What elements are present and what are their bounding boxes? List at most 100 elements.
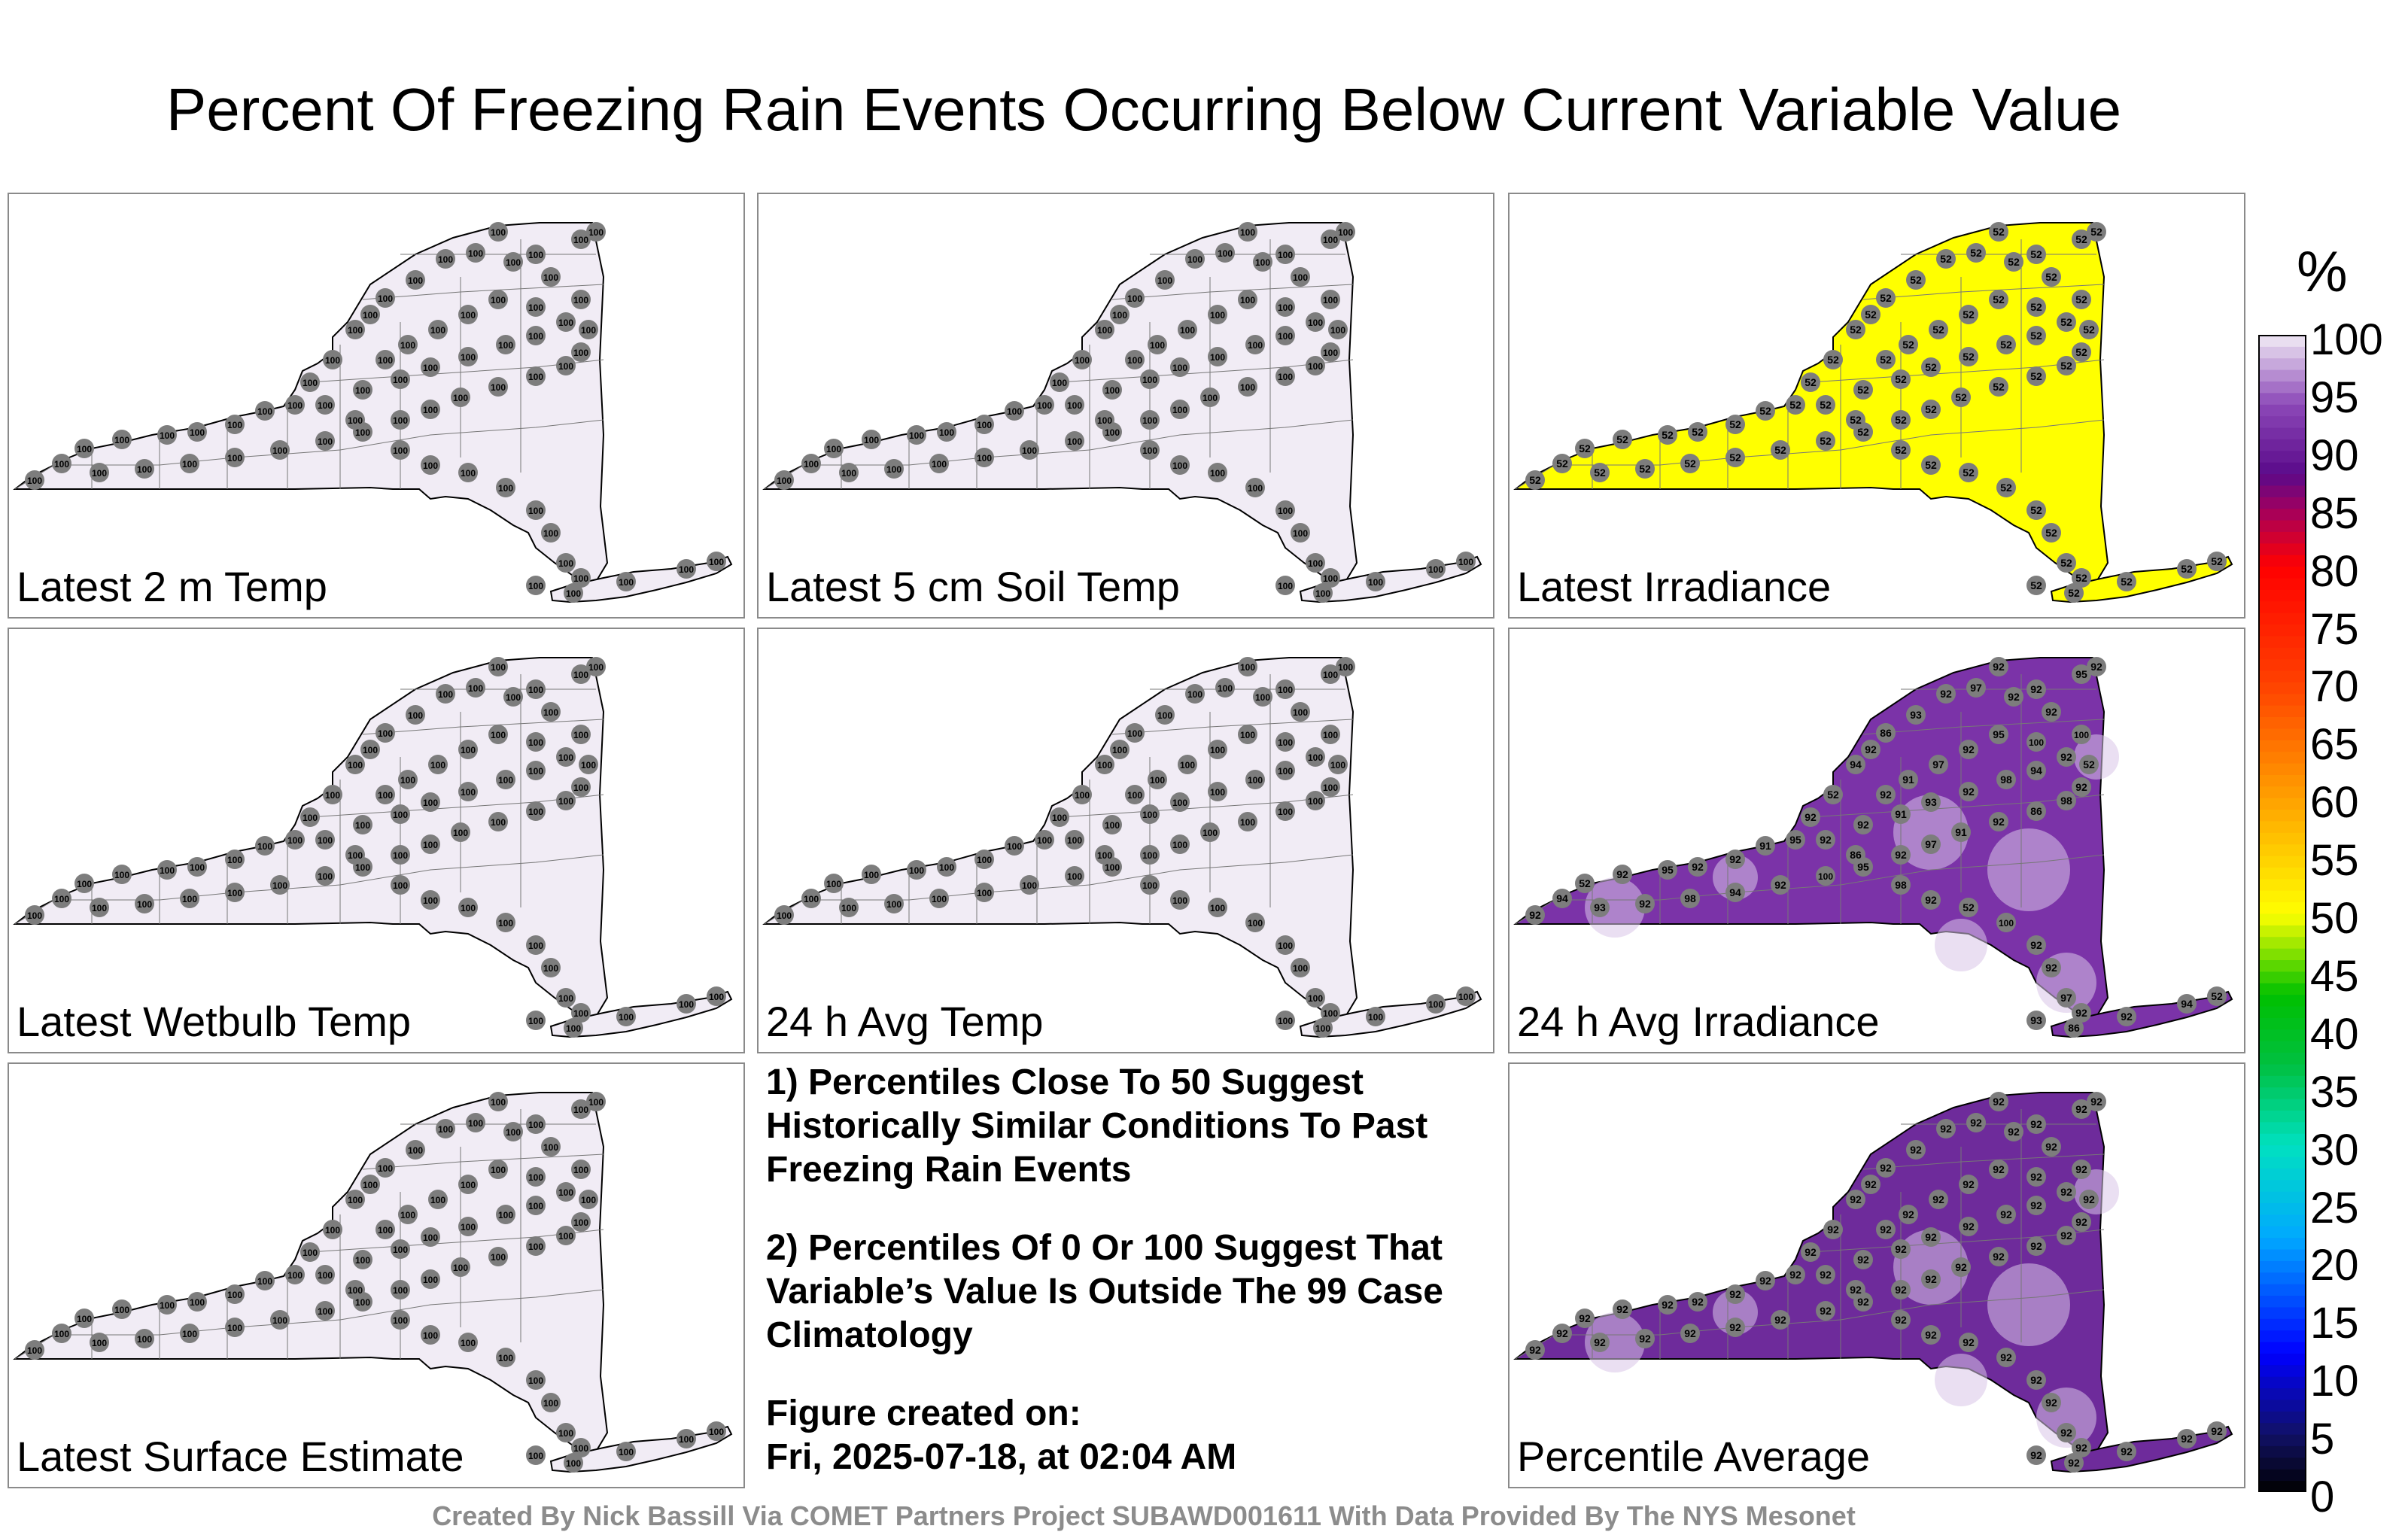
station-value: 100 — [461, 903, 476, 913]
station-value: 100 — [558, 752, 573, 763]
station-marker — [974, 448, 994, 467]
station-value: 100 — [1428, 999, 1443, 1010]
station-marker — [1275, 297, 1295, 317]
station-marker — [391, 1239, 410, 1259]
station-value: 52 — [1955, 391, 1967, 403]
station-marker — [1756, 836, 1775, 856]
station-marker — [526, 761, 546, 780]
map-panel-24h-avg-temp: 100 100 100 100 100 100 100 100 100 100 100 100 100 1… — [757, 628, 1494, 1053]
station-marker — [1336, 657, 1355, 676]
station-marker — [571, 1212, 591, 1232]
station-value: 100 — [1127, 293, 1142, 304]
station-value: 100 — [1210, 310, 1225, 321]
station-marker — [1846, 1190, 1865, 1209]
station-marker — [541, 958, 561, 977]
station-marker — [2057, 356, 2076, 375]
station-value: 100 — [528, 1375, 543, 1386]
station-marker — [1989, 1092, 2008, 1111]
station-marker — [1253, 687, 1272, 707]
station-value: 92 — [1729, 1321, 1741, 1333]
station-value: 52 — [1579, 877, 1591, 889]
station-marker — [526, 1445, 546, 1465]
station-value: 100 — [1142, 880, 1157, 891]
station-value: 100 — [1142, 850, 1157, 861]
station-marker — [1336, 222, 1355, 242]
station-marker — [398, 1205, 418, 1224]
station-marker — [488, 1160, 508, 1179]
station-marker — [541, 523, 561, 543]
station-value: 100 — [1052, 378, 1067, 388]
station-marker — [345, 1190, 365, 1209]
station-value: 52 — [1579, 442, 1591, 454]
station-marker — [1456, 986, 1476, 1006]
ny-map: 100 100 100 100 100 100 100 100 100 100 100 100 100 1… — [13, 1092, 733, 1473]
station-marker — [315, 1265, 335, 1284]
station-value: 100 — [1240, 662, 1255, 673]
station-marker — [2042, 523, 2061, 543]
station-marker — [1005, 836, 1024, 856]
station-value: 52 — [1594, 467, 1606, 479]
station-marker — [564, 583, 583, 603]
station-marker — [375, 350, 395, 369]
station-marker — [1989, 222, 2008, 242]
station-value: 92 — [1963, 1336, 1975, 1348]
color-band — [2259, 462, 2306, 475]
station-marker — [1238, 725, 1257, 744]
station-value: 92 — [1955, 1261, 1967, 1273]
station-value: 94 — [2030, 764, 2042, 777]
station-value: 92 — [2000, 1208, 2012, 1220]
station-marker — [458, 1333, 478, 1352]
station-marker — [1275, 761, 1295, 780]
color-band — [2259, 1202, 2306, 1215]
color-band — [2259, 867, 2306, 880]
station-marker — [488, 222, 508, 242]
station-value: 100 — [54, 894, 69, 904]
station-value: 100 — [1007, 406, 1022, 417]
station-marker — [1275, 326, 1295, 345]
station-value: 100 — [325, 355, 340, 366]
station-value: 92 — [1789, 1269, 1801, 1281]
station-value: 97 — [1925, 838, 1937, 850]
station-value: 100 — [348, 850, 363, 861]
station-marker — [1929, 320, 1948, 339]
station-value: 98 — [2060, 795, 2072, 807]
station-marker — [1846, 320, 1865, 339]
station-marker — [451, 1257, 470, 1277]
station-marker — [1065, 830, 1084, 850]
station-marker — [187, 1292, 207, 1312]
station-value: 100 — [1112, 310, 1127, 321]
station-marker — [2026, 1445, 2046, 1465]
station-marker — [1170, 400, 1190, 419]
station-value: 100 — [1142, 415, 1157, 426]
station-marker — [1525, 470, 1545, 490]
station-marker — [1155, 270, 1175, 290]
station-marker — [436, 249, 455, 269]
station-value: 100 — [1330, 760, 1345, 771]
station-value: 100 — [27, 910, 42, 921]
contour-blob — [1585, 1312, 1645, 1372]
station-value: 52 — [2030, 330, 2042, 342]
station-value: 100 — [363, 1180, 378, 1190]
station-marker — [421, 1227, 440, 1247]
station-value: 100 — [1157, 275, 1172, 286]
color-band — [2259, 485, 2306, 497]
color-band — [2259, 901, 2306, 914]
station-value: 52 — [1970, 247, 1982, 259]
station-value: 100 — [841, 903, 856, 913]
station-value: 100 — [137, 1334, 152, 1345]
panel-label: Latest Wetbulb Temp — [17, 998, 412, 1045]
station-value: 92 — [1963, 743, 1975, 755]
station-value: 100 — [77, 879, 92, 889]
station-marker — [571, 229, 591, 249]
station-value: 92 — [2075, 1103, 2087, 1115]
station-marker — [1801, 372, 1820, 392]
station-value: 92 — [1932, 1193, 1944, 1205]
station-value: 92 — [2075, 1216, 2087, 1228]
color-scale-tick: 15 — [2310, 1299, 2359, 1348]
station-marker — [421, 834, 440, 854]
station-marker — [1876, 723, 1896, 743]
color-band — [2259, 1422, 2306, 1435]
station-value: 100 — [363, 745, 378, 755]
color-band — [2259, 959, 2306, 972]
station-marker — [1208, 740, 1227, 759]
